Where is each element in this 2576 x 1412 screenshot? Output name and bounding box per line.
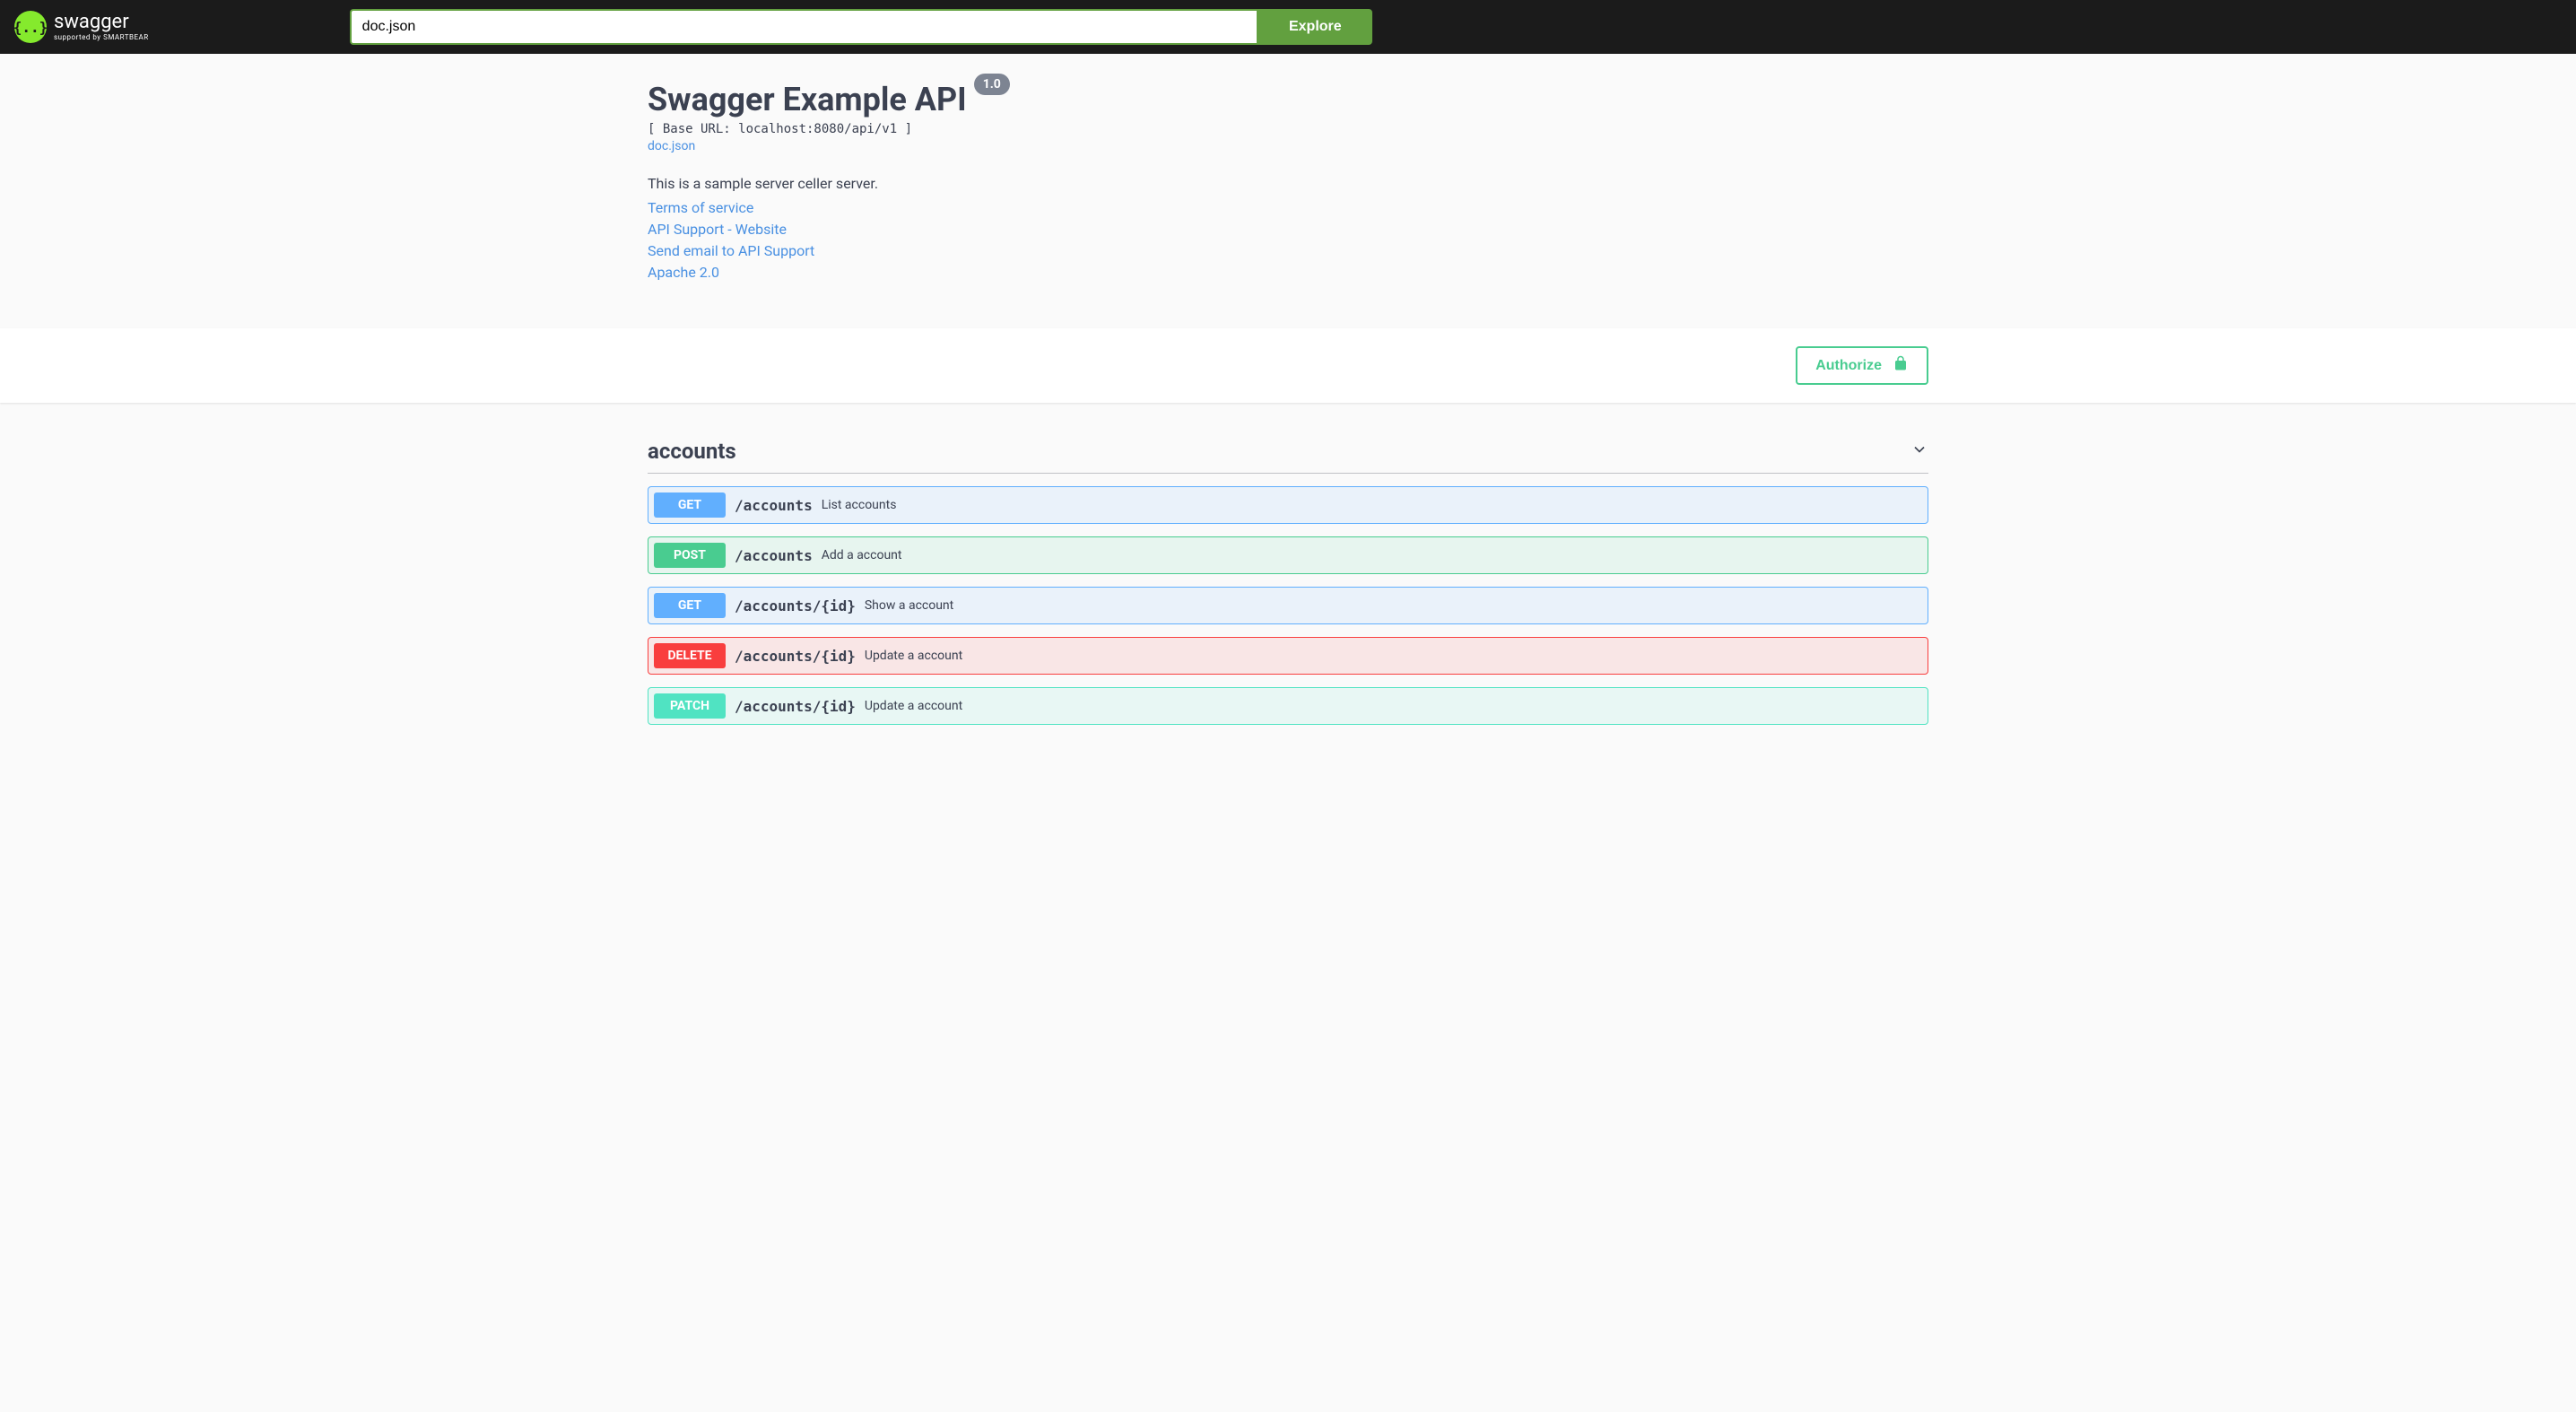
terms-link[interactable]: Terms of service [648,197,1928,219]
operation-path: /accounts/{id} [735,597,856,614]
spec-url-input[interactable] [350,9,1258,45]
title-text: Swagger Example API [648,81,967,118]
operation-summary: Update a account [865,699,962,713]
doc-json-link[interactable]: doc.json [648,139,695,153]
method-badge: DELETE [654,643,726,668]
logo-subtext: supported by SMARTBEAR [54,34,149,41]
explore-button[interactable]: Explore [1258,9,1372,45]
chevron-down-icon [1910,440,1928,462]
operation-path: /accounts [735,547,813,564]
operation-summary: List accounts [822,498,897,512]
operation-row[interactable]: POST/accounts Add a account [648,536,1928,574]
operation-row[interactable]: GET/accounts List accounts [648,486,1928,524]
operation-row[interactable]: GET/accounts/{id} Show a account [648,587,1928,624]
license-link[interactable]: Apache 2.0 [648,262,1928,283]
method-badge: GET [654,593,726,618]
operation-summary: Update a account [865,649,962,663]
operation-row[interactable]: DELETE/accounts/{id} Update a account [648,637,1928,675]
tag-header[interactable]: accounts [648,430,1928,474]
authorize-label: Authorize [1815,358,1882,374]
operation-summary: Add a account [822,548,902,562]
topbar: {..} swagger supported by SMARTBEAR Expl… [0,0,2576,54]
operation-summary: Show a account [865,598,953,613]
base-url: [ Base URL: localhost:8080/api/v1 ] [648,122,1928,136]
api-description: This is a sample server celler server. [648,175,1928,192]
logo-text: swagger supported by SMARTBEAR [54,13,149,41]
logo[interactable]: {..} swagger supported by SMARTBEAR [14,11,149,43]
logo-main: swagger [54,13,149,32]
info-section: Swagger Example API 1.0 [ Base URL: loca… [633,54,1943,310]
url-form: Explore [350,9,1372,45]
operation-path: /accounts/{id} [735,698,856,715]
lock-icon [1893,355,1909,376]
authorize-button[interactable]: Authorize [1796,346,1928,385]
api-title: Swagger Example API 1.0 [648,81,1010,118]
swagger-logo-icon: {..} [14,11,47,43]
info-links: Terms of service API Support - Website S… [648,197,1928,283]
tag-name: accounts [648,439,736,464]
method-badge: POST [654,543,726,568]
operations: accounts GET/accounts List accounts POST/a… [633,430,1943,725]
version-badge: 1.0 [974,74,1010,95]
operation-row[interactable]: PATCH/accounts/{id} Update a account [648,687,1928,725]
operation-path: /accounts/{id} [735,648,856,665]
operations-list: GET/accounts List accounts POST/accounts Ad… [648,486,1928,725]
support-website-link[interactable]: API Support - Website [648,219,1928,240]
method-badge: GET [654,492,726,518]
operation-path: /accounts [735,497,813,514]
scheme-container: Authorize [0,328,2576,403]
method-badge: PATCH [654,693,726,719]
support-email-link[interactable]: Send email to API Support [648,240,1928,262]
tag-section-accounts: accounts GET/accounts List accounts POST/a… [648,430,1928,725]
